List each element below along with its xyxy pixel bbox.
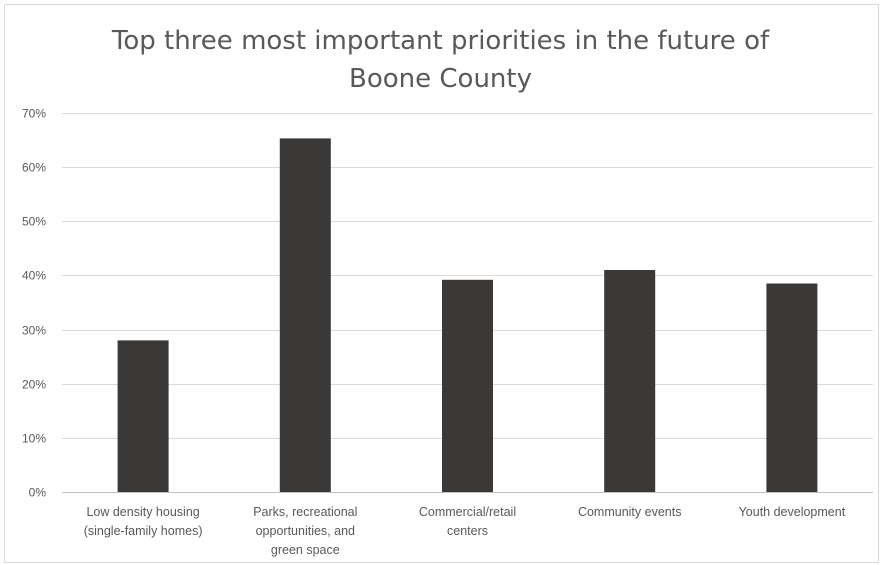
bar: [604, 270, 656, 492]
y-tick-label: 70%: [22, 107, 46, 121]
bar: [117, 340, 169, 492]
chart-title: Top three most important priorities in t…: [0, 22, 881, 98]
y-tick-label: 0%: [29, 486, 47, 500]
x-tick-label: Community events: [578, 505, 682, 519]
chart-title-line-1: Top three most important priorities in t…: [111, 26, 770, 56]
y-tick-label: 10%: [22, 432, 46, 446]
y-tick-label: 20%: [22, 378, 46, 392]
x-tick-label: Commercial/retail centers: [419, 505, 516, 538]
x-tick-label: Youth development: [739, 505, 846, 519]
y-tick-label: 40%: [22, 269, 46, 283]
y-tick-label: 30%: [22, 324, 46, 338]
x-tick-label: Low density housing (single-family homes): [84, 505, 203, 538]
bar: [442, 279, 493, 492]
y-tick-label: 60%: [22, 161, 46, 175]
y-tick-label: 50%: [22, 215, 46, 229]
bar: [279, 138, 331, 492]
x-tick-label: Parks, recreational opportunities, and gre…: [253, 505, 357, 557]
chart-title-line-2: Boone County: [349, 64, 532, 94]
bar: [766, 283, 818, 492]
